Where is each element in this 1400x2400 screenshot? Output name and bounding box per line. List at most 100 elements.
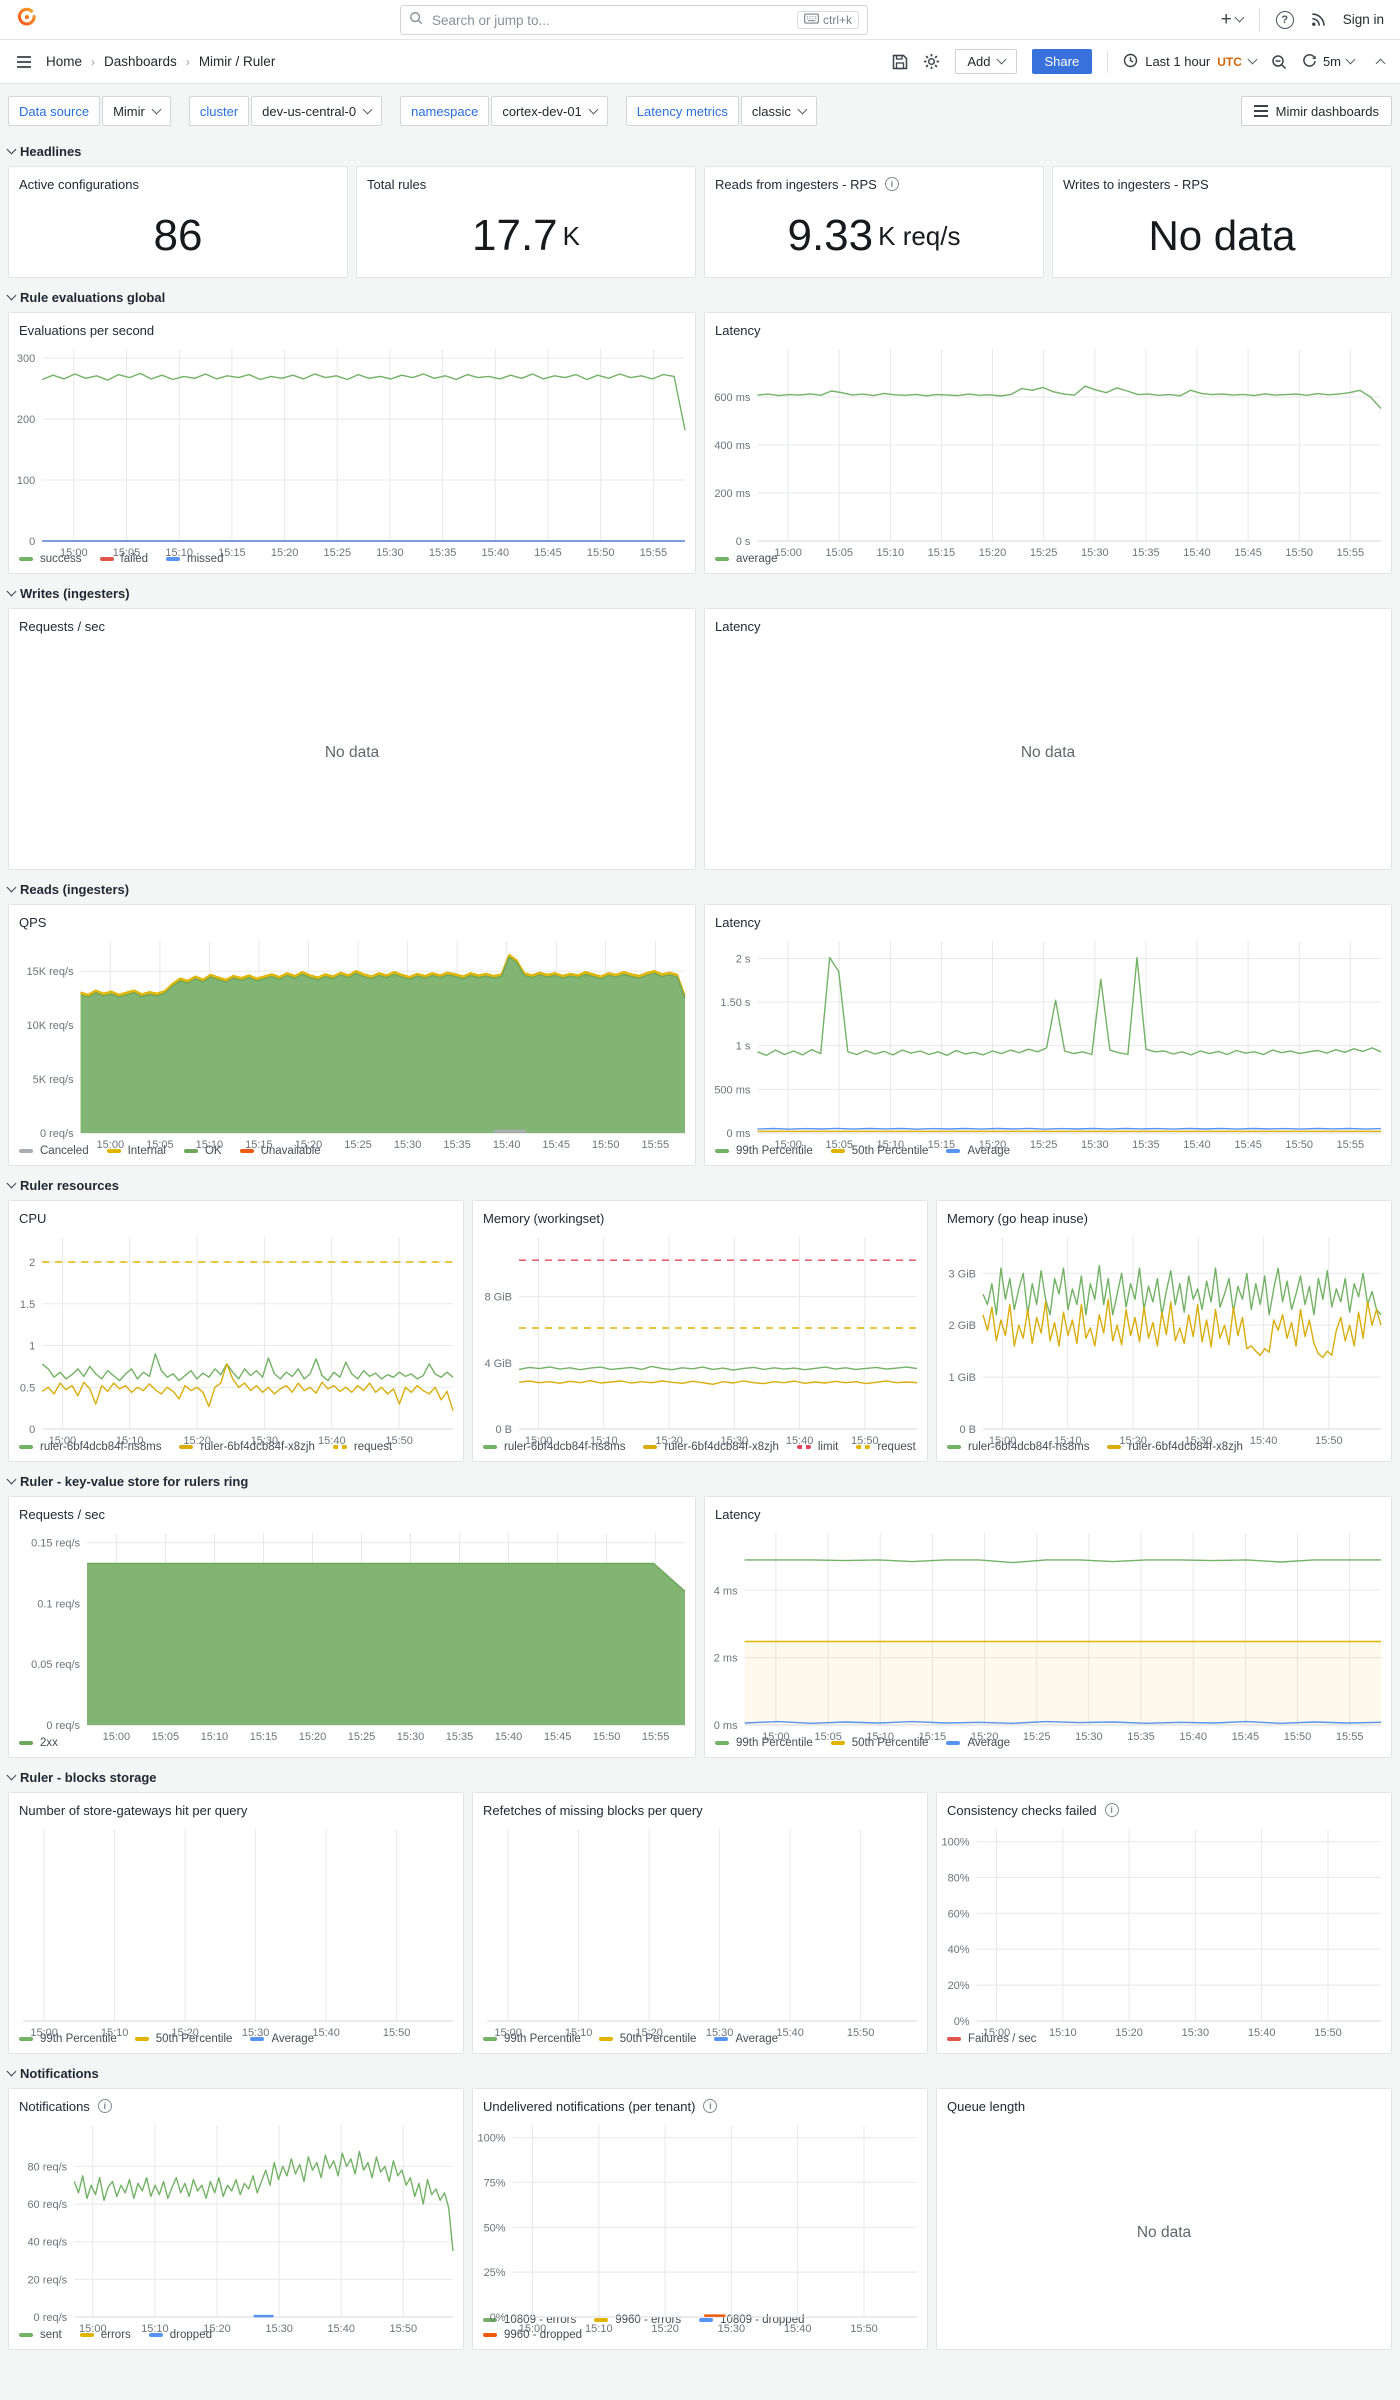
- legend-item[interactable]: 2xx: [19, 1737, 58, 1749]
- legend-item[interactable]: ruler-6bf4dcb84f-x8zjh: [1107, 1441, 1243, 1453]
- section-header-headlines[interactable]: Headlines: [6, 144, 1392, 159]
- save-icon[interactable]: [892, 54, 908, 70]
- legend-item[interactable]: 99th Percentile: [715, 1145, 813, 1157]
- legend-item[interactable]: 50th Percentile: [598, 2033, 696, 2045]
- panel-title[interactable]: Evaluations per second: [19, 322, 155, 338]
- legend-item[interactable]: Average: [250, 2033, 314, 2045]
- chart-canvas[interactable]: 15:00 15:10 15:20 15:30 15:40 15:50: [473, 1821, 927, 2039]
- legend-item[interactable]: 99th Percentile: [19, 2033, 117, 2045]
- variable-value-dropdown[interactable]: dev-us-central-0: [251, 96, 383, 126]
- variable-value-dropdown[interactable]: cortex-dev-01: [491, 96, 608, 126]
- variable-value-dropdown[interactable]: Mimir: [102, 96, 171, 126]
- panel-title[interactable]: Active configurations: [19, 176, 139, 192]
- info-icon[interactable]: i: [97, 2099, 112, 2113]
- add-button[interactable]: Add: [955, 49, 1017, 74]
- new-button[interactable]: +: [1221, 9, 1245, 31]
- chart-canvas[interactable]: 0 req/s 20 req/s 40 req/s 60 req/s 80 req/s 1…: [9, 2117, 463, 2335]
- legend-item[interactable]: ruler-6bf4dcb84f-x8zjh: [179, 1441, 315, 1453]
- settings-gear-icon[interactable]: [923, 53, 940, 70]
- legend-item[interactable]: dropped: [148, 2329, 212, 2341]
- time-range-picker[interactable]: Last 1 hour UTC: [1123, 53, 1258, 71]
- chart-canvas[interactable]: 0 req/s 5K req/s 10K req/s 15K req/s 15:00 15…: [9, 933, 695, 1151]
- news-icon[interactable]: [1310, 11, 1327, 28]
- panel-title[interactable]: Requests / sec: [19, 1506, 105, 1522]
- grafana-logo[interactable]: [16, 6, 38, 33]
- refresh-picker[interactable]: 5m: [1302, 53, 1356, 71]
- chart-canvas[interactable]: 15:00 15:10 15:20 15:30 15:40 15:50: [9, 1821, 463, 2039]
- legend-item[interactable]: ruler-6bf4dcb84f-x8zjh: [643, 1441, 779, 1453]
- chart-canvas[interactable]: 0 B 1 GiB 2 GiB 3 GiB 15:00 15:10 15:20 15:30 15…: [937, 1229, 1391, 1447]
- chart-canvas[interactable]: 0 ms 2 ms 4 ms 15:00 15:05 15:10 15:15 15:20 15:…: [705, 1525, 1391, 1743]
- section-header-ruler-resources[interactable]: Ruler resources: [6, 1178, 1392, 1193]
- legend-item[interactable]: ruler-6bf4dcb84f-ns8ms: [483, 1441, 625, 1453]
- panel-title[interactable]: QPS: [19, 914, 47, 930]
- legend-item[interactable]: OK: [183, 1145, 222, 1157]
- legend-item[interactable]: sent: [19, 2329, 62, 2341]
- legend-item[interactable]: Canceled: [19, 1145, 89, 1157]
- legend-item[interactable]: Internal: [106, 1145, 166, 1157]
- panel-title[interactable]: Memory (workingset): [483, 1210, 605, 1226]
- legend-item[interactable]: 50th Percentile: [134, 2033, 232, 2045]
- panel-title[interactable]: Requests / sec: [19, 618, 105, 634]
- panel-title[interactable]: Consistency checks failed i: [937, 1793, 1391, 1821]
- panel-title[interactable]: Queue length: [947, 2098, 1026, 2114]
- search-field[interactable]: [430, 11, 790, 29]
- search-input[interactable]: ctrl+k: [400, 5, 868, 35]
- legend-item[interactable]: ruler-6bf4dcb84f-ns8ms: [19, 1441, 161, 1453]
- panel-title[interactable]: Latency: [715, 618, 761, 634]
- panel-title[interactable]: Number of store-gateways hit per query: [19, 1802, 248, 1818]
- breadcrumb-dashboards[interactable]: Dashboards: [104, 54, 177, 69]
- chart-canvas[interactable]: 0 ms 500 ms 1 s 1.50 s 2 s 15:00 15:05 15:10 15:…: [705, 933, 1391, 1151]
- info-icon[interactable]: i: [703, 2099, 718, 2113]
- collapse-toolbar-icon[interactable]: [1375, 56, 1386, 69]
- legend-item[interactable]: Average: [714, 2033, 778, 2045]
- menu-icon[interactable]: [16, 55, 32, 69]
- panel-title[interactable]: CPU: [19, 1210, 47, 1226]
- legend-item[interactable]: average: [715, 553, 778, 565]
- chart-canvas[interactable]: 0% 25% 50% 75% 100% 15:00 15:10 15:20 15:30 15:40…: [473, 2117, 927, 2335]
- legend-item[interactable]: 99th Percentile: [483, 2033, 581, 2045]
- section-header-reads[interactable]: Reads (ingesters): [6, 882, 1392, 897]
- chart-canvas[interactable]: 0 req/s 0.05 req/s 0.1 req/s 0.15 req/s 15:0…: [9, 1525, 695, 1743]
- legend-item[interactable]: Unavailable: [239, 1145, 321, 1157]
- panel-title[interactable]: Writes to ingesters - RPS: [1063, 176, 1209, 192]
- legend-item[interactable]: 50th Percentile: [830, 1737, 928, 1749]
- legend-item[interactable]: limit: [796, 1441, 838, 1453]
- panel-title[interactable]: Undelivered notifications (per tenant) i: [473, 2089, 927, 2117]
- legend-item[interactable]: 99th Percentile: [715, 1737, 813, 1749]
- mimir-dashboards-button[interactable]: Mimir dashboards: [1240, 96, 1392, 126]
- panel-title[interactable]: Refetches of missing blocks per query: [483, 1802, 703, 1818]
- section-header-writes[interactable]: Writes (ingesters): [6, 586, 1392, 601]
- panel-title[interactable]: Latency: [715, 1506, 761, 1522]
- chart-canvas[interactable]: 0 0.5 1 1.5 2 15:00 15:10 15:20 15:30 15:40 15:50: [9, 1229, 463, 1447]
- chart-canvas[interactable]: 0 B 4 GiB 8 GiB 15:00 15:10 15:20 15:30 15:40 15…: [473, 1229, 927, 1447]
- legend-item[interactable]: 50th Percentile: [830, 1145, 928, 1157]
- chart-canvas[interactable]: 0 s 200 ms 400 ms 600 ms 15:00 15:05 15:10 15:1…: [705, 341, 1391, 559]
- legend-item[interactable]: Failures / sec: [947, 2033, 1036, 2045]
- legend-item[interactable]: missed: [166, 553, 223, 565]
- section-header-rule-evaluations[interactable]: Rule evaluations global: [6, 290, 1392, 305]
- legend-item[interactable]: request: [856, 1441, 916, 1453]
- variable-value-dropdown[interactable]: classic: [740, 96, 817, 126]
- zoom-out-icon[interactable]: [1271, 54, 1287, 70]
- legend-item[interactable]: failed: [99, 553, 148, 565]
- panel-title[interactable]: Latency: [715, 914, 761, 930]
- panel-title[interactable]: Reads from ingesters - RPS i: [705, 167, 1043, 195]
- sign-in-button[interactable]: Sign in: [1342, 12, 1384, 27]
- info-icon[interactable]: i: [884, 177, 899, 191]
- help-icon[interactable]: ?: [1275, 10, 1294, 29]
- chart-canvas[interactable]: 0% 20% 40% 60% 80% 100% 15:00 15:10 15:20 15:30 15…: [937, 1821, 1391, 2039]
- share-button[interactable]: Share: [1031, 49, 1093, 74]
- legend-item[interactable]: success: [19, 553, 82, 565]
- legend-item[interactable]: Average: [946, 1737, 1010, 1749]
- chart-canvas[interactable]: 0 100 200 300 15:00 15:05 15:10 15:15 15:20 15:25…: [9, 341, 695, 559]
- panel-title[interactable]: Memory (go heap inuse): [947, 1210, 1088, 1226]
- legend-item[interactable]: Average: [946, 1145, 1010, 1157]
- section-header-blocks-storage[interactable]: Ruler - blocks storage: [6, 1770, 1392, 1785]
- section-header-notifications[interactable]: Notifications: [6, 2066, 1392, 2081]
- panel-title[interactable]: Notifications i: [9, 2089, 463, 2117]
- legend-item[interactable]: request: [332, 1441, 392, 1453]
- breadcrumb-home[interactable]: Home: [46, 54, 83, 69]
- section-header-kv-store[interactable]: Ruler - key-value store for rulers ring: [6, 1474, 1392, 1489]
- legend-item[interactable]: ruler-6bf4dcb84f-ns8ms: [947, 1441, 1089, 1453]
